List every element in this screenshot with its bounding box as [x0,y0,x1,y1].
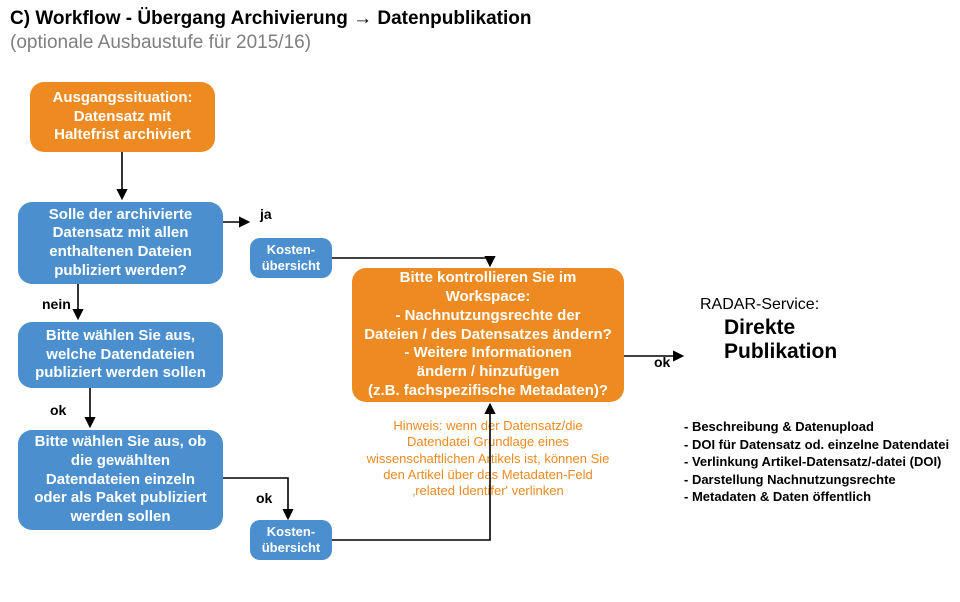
node-q2: Bitte wählen Sie aus,welche Datendateien… [18,322,223,388]
node-cost1: Kosten-übersicht [250,238,332,278]
node-q1: Solle der archivierteDatensatz mit allen… [18,202,223,284]
node-q3: Bitte wählen Sie aus, obdie gewähltenDat… [18,430,223,530]
node-cost2: Kosten-übersicht [250,520,332,560]
node-control: Bitte kontrollieren Sie imWorkspace:- Na… [352,268,624,402]
node-start: Ausgangssituation:Datensatz mitHaltefris… [30,82,215,152]
